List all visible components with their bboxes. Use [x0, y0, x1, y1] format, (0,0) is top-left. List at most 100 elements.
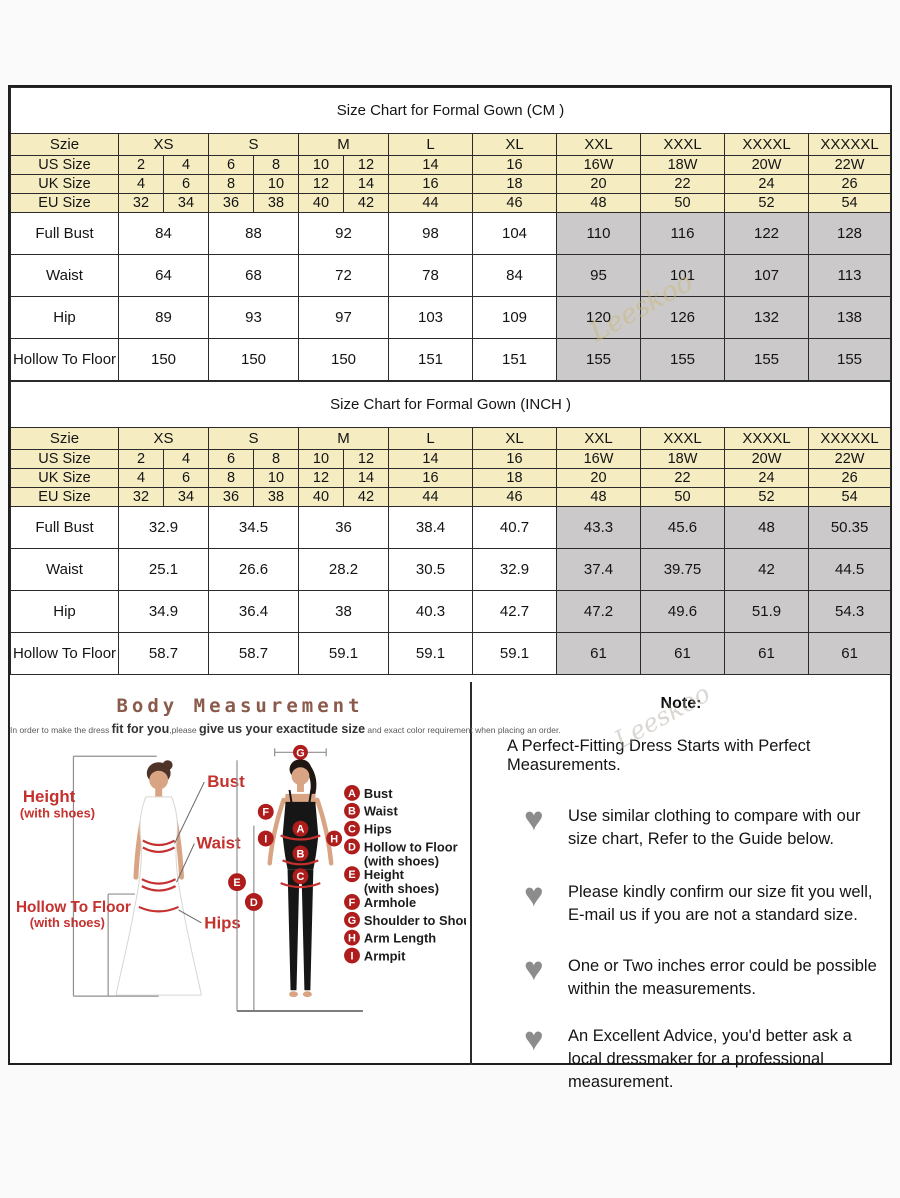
cell: 126 — [640, 296, 725, 339]
cell: 51.9 — [724, 590, 809, 633]
legend-letter: D — [348, 841, 356, 853]
cell: 42 — [724, 548, 809, 591]
cell: 120 — [556, 296, 641, 339]
cell: 61 — [724, 632, 809, 675]
cell: 25.1 — [118, 548, 209, 591]
cell: 89 — [118, 296, 209, 339]
cell: 50 — [640, 487, 725, 507]
legend-letter: E — [348, 869, 355, 881]
legend-item: Armpit — [364, 948, 406, 963]
cell: 40 — [298, 487, 344, 507]
cell: 30.5 — [388, 548, 473, 591]
cell: 52 — [724, 487, 809, 507]
cell: 116 — [640, 212, 725, 255]
cell: 59.1 — [298, 632, 389, 675]
marker-letter-i: I — [264, 834, 267, 846]
cell: 34 — [163, 193, 209, 213]
cell: 61 — [556, 632, 641, 675]
cell: 22W — [807, 155, 892, 175]
cell: 52 — [724, 193, 809, 213]
inch-size-xxl: XXL — [556, 427, 641, 450]
cell: 40 — [298, 193, 344, 213]
height-label: Height — [23, 787, 76, 806]
hollow-to-floor-label: Hollow To Floor — [16, 899, 131, 916]
cell: 26 — [807, 468, 892, 488]
measurement-legend: A Bust B Waist C Hips D Hollow to Floor … — [344, 785, 466, 963]
height-dimension-lines — [72, 755, 159, 997]
hips-label: Hips — [204, 914, 241, 933]
cell: 12 — [343, 449, 389, 469]
gown-model-figure — [115, 760, 205, 996]
cm-size-xxxxxl: XXXXXL — [807, 133, 892, 156]
cell: 12 — [298, 174, 344, 194]
cell: 12 — [298, 468, 344, 488]
body-measurement-subtitle: In order to make the dress fit for you,p… — [10, 720, 561, 738]
inch-size-xxxxxl: XXXXXL — [807, 427, 892, 450]
row-label: US Size — [10, 155, 119, 175]
cell: 10 — [253, 174, 299, 194]
cell: 42 — [343, 193, 389, 213]
cell: 122 — [724, 212, 809, 255]
row-label: UK Size — [10, 174, 119, 194]
cell: 46 — [472, 487, 557, 507]
row-label: EU Size — [10, 487, 119, 507]
cell: 36 — [208, 487, 254, 507]
marker-letter-f: F — [262, 807, 269, 819]
row-label: US Size — [10, 449, 119, 469]
cm-size-xxxxl: XXXXL — [724, 133, 809, 156]
note-item: ♥ Please kindly confirm our size fit you… — [524, 878, 882, 928]
cell: 18 — [472, 174, 557, 194]
cell: 24 — [724, 468, 809, 488]
cell: 14 — [343, 468, 389, 488]
cell: 103 — [388, 296, 473, 339]
waist-label: Waist — [196, 833, 241, 852]
cell: 6 — [208, 155, 254, 175]
cm-size-xs: XS — [118, 133, 209, 156]
cell: 155 — [640, 338, 725, 381]
cell: 16 — [388, 174, 473, 194]
cell: 10 — [298, 155, 344, 175]
subtitle-part: ,please — [169, 725, 199, 735]
measurement-diagram: Height (with shoes) Hollow To Floor (wit… — [16, 744, 466, 1013]
cell: 39.75 — [640, 548, 725, 591]
cell: 128 — [807, 212, 892, 255]
legend-letter: I — [350, 950, 353, 962]
cm-size-l: L — [388, 133, 473, 156]
content-box: Size Chart for Formal Gown (CM ) Szie XS… — [8, 85, 892, 1091]
inch-size-xxxl: XXXL — [640, 427, 725, 450]
legend-letter: B — [348, 806, 356, 818]
cell: 98 — [388, 212, 473, 255]
cell: 43.3 — [556, 506, 641, 549]
cell: 4 — [163, 155, 209, 175]
legend-item: Hips — [364, 822, 392, 837]
cell: 18W — [640, 449, 725, 469]
marker-letter-a: A — [297, 824, 305, 836]
cell: 38 — [253, 193, 299, 213]
legend-letter: C — [348, 824, 356, 836]
cell: 47.2 — [556, 590, 641, 633]
inch-size-xs: XS — [118, 427, 209, 450]
cell: 59.1 — [388, 632, 473, 675]
cell: 68 — [208, 254, 299, 297]
cell: 2 — [118, 155, 164, 175]
cell: 109 — [472, 296, 557, 339]
legend-letter: G — [348, 915, 356, 927]
cell: 61 — [640, 632, 725, 675]
note-item: ♥ One or Two inches error could be possi… — [524, 949, 882, 1002]
cm-table-title: Size Chart for Formal Gown (CM ) — [9, 87, 892, 134]
note-panel: Note: A Perfect-Fitting Dress Starts wit… — [470, 682, 890, 1091]
cell: 150 — [208, 338, 299, 381]
cell: 78 — [388, 254, 473, 297]
cell: 20 — [556, 174, 641, 194]
measurement-point-markers: G E D A B C F I — [228, 744, 343, 911]
heart-icon: ♥ — [524, 949, 544, 987]
row-label: UK Size — [10, 468, 119, 488]
inch-size-l: L — [388, 427, 473, 450]
cell: 26.6 — [208, 548, 299, 591]
cell: 22 — [640, 468, 725, 488]
legend-item: Hollow to Floor — [364, 839, 458, 854]
cell: 49.6 — [640, 590, 725, 633]
note-item-text: One or Two inches error could be possibl… — [568, 956, 877, 999]
cell: 8 — [208, 468, 254, 488]
inch-header-label: Szie — [10, 427, 119, 450]
